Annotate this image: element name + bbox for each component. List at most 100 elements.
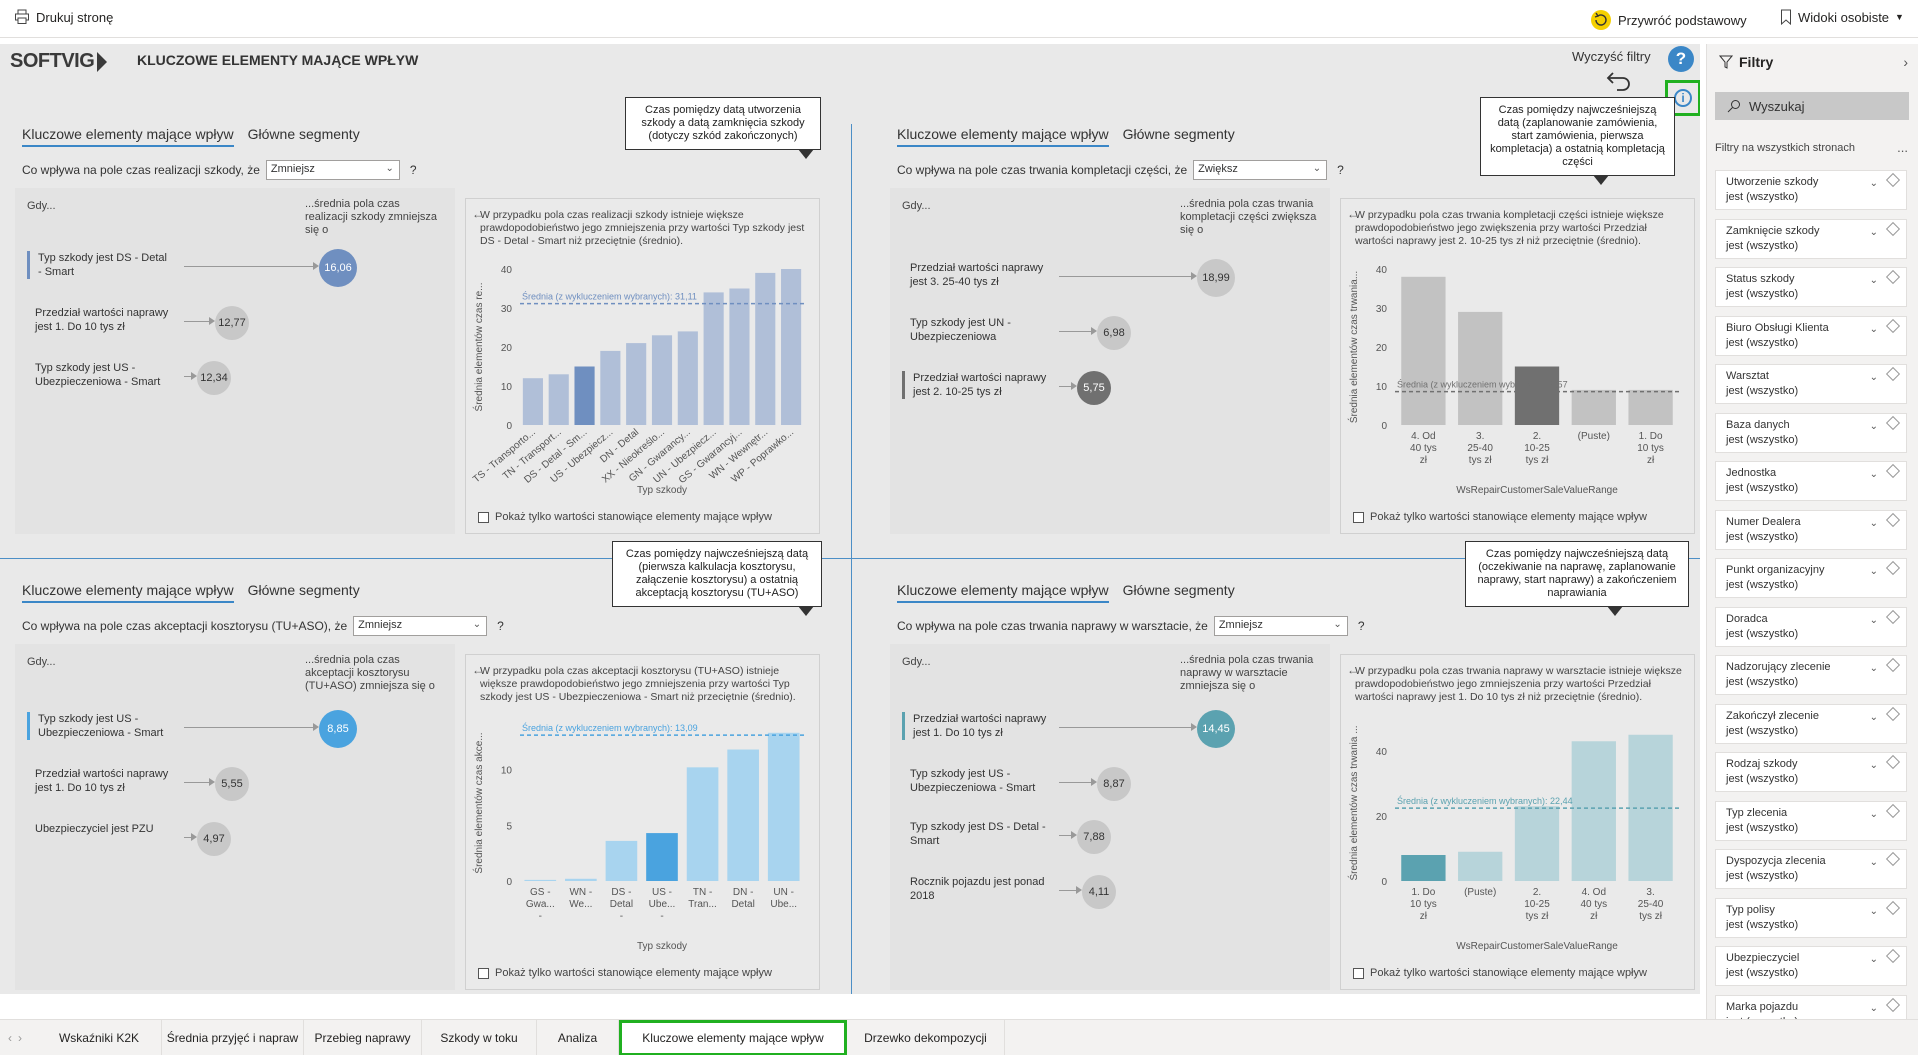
filter-card[interactable]: Punkt organizacyjny jest (wszystko) ⌄ bbox=[1715, 558, 1907, 598]
filter-card[interactable]: Doradca jest (wszystko) ⌄ bbox=[1715, 606, 1907, 647]
chevron-down-icon[interactable]: ⌄ bbox=[1869, 275, 1878, 286]
filter-card[interactable]: Status szkody jest (wszystko) ⌄ bbox=[1715, 267, 1907, 307]
filter-card[interactable]: Baza danych jest (wszystko) ⌄ bbox=[1715, 412, 1907, 453]
reset-default-button[interactable]: Przywróć podstawowy bbox=[1590, 9, 1747, 31]
back-arrow-icon[interactable]: ← bbox=[472, 663, 484, 677]
chevron-down-icon[interactable]: ⌄ bbox=[1869, 905, 1878, 917]
influencer-item[interactable]: Typ szkody jest DS - Detal - Smart 7,88 bbox=[902, 812, 1182, 862]
chevron-down-icon[interactable]: ⌄ bbox=[1869, 226, 1878, 238]
tab-navigation-icon[interactable]: ‹› bbox=[8, 1031, 28, 1045]
influencer-item[interactable]: Przedział wartości naprawy jest 1. Do 10… bbox=[27, 759, 307, 809]
influencer-value-bubble[interactable]: 7,88 bbox=[1077, 820, 1111, 854]
tab-top-segments[interactable]: Główne segmenty bbox=[1122, 582, 1235, 598]
influencer-value-bubble[interactable]: 4,97 bbox=[197, 822, 231, 856]
chevron-down-icon[interactable]: ⌄ bbox=[1869, 711, 1878, 723]
influencer-value-bubble[interactable]: 18,99 bbox=[1197, 259, 1235, 297]
chevron-down-icon[interactable]: ⌄ bbox=[1869, 372, 1878, 383]
page-tab[interactable]: Przebieg naprawy bbox=[304, 1020, 422, 1055]
checkbox[interactable] bbox=[1353, 511, 1364, 523]
influencer-value-bubble[interactable]: 14,45 bbox=[1197, 710, 1235, 748]
direction-select[interactable]: Zwiększ ⌄ bbox=[1193, 160, 1328, 180]
show-only-influencers-checkbox[interactable]: Pokaż tylko wartości stanowiące elementy… bbox=[478, 967, 772, 979]
tab-top-segments[interactable]: Główne segmenty bbox=[247, 582, 360, 598]
question-help-icon[interactable]: ? bbox=[1357, 619, 1365, 633]
personal-views-button[interactable]: Widoki osobiste ▼ bbox=[1780, 9, 1904, 25]
collapse-filters-icon[interactable]: › bbox=[1903, 54, 1908, 70]
influencer-item[interactable]: Przedział wartości naprawy jest 1. Do 10… bbox=[902, 704, 1235, 754]
back-arrow-icon[interactable]: ← bbox=[472, 207, 484, 221]
checkbox[interactable] bbox=[1353, 967, 1364, 979]
filter-card[interactable]: Ubezpieczyciel jest (wszystko) ⌄ bbox=[1715, 946, 1907, 986]
page-tab[interactable]: Kluczowe elementy mające wpływ bbox=[619, 1020, 847, 1055]
page-tab[interactable]: Analiza bbox=[537, 1020, 619, 1055]
filter-card[interactable]: Jednostka jest (wszystko) ⌄ bbox=[1715, 461, 1907, 501]
chevron-down-icon[interactable]: ⌄ bbox=[1869, 808, 1878, 820]
chevron-down-icon[interactable]: ⌄ bbox=[1869, 857, 1878, 868]
influencer-item[interactable]: Przedział wartości naprawy jest 2. 10-25… bbox=[902, 363, 1182, 413]
chevron-down-icon[interactable]: ⌄ bbox=[1869, 517, 1878, 529]
help-icon[interactable]: ? bbox=[1668, 46, 1694, 72]
influencer-value-bubble[interactable]: 4,11 bbox=[1082, 875, 1116, 909]
tab-key-influencers[interactable]: Kluczowe elementy mające wpływ bbox=[897, 126, 1109, 147]
influencer-item[interactable]: Typ szkody jest UN - Ubezpieczeniowa 6,9… bbox=[902, 308, 1182, 358]
filter-card[interactable]: Typ polisy jest (wszystko) ⌄ bbox=[1715, 897, 1907, 938]
page-tab[interactable]: Szkody w toku bbox=[422, 1020, 537, 1055]
filter-search-input[interactable]: Wyszukaj bbox=[1715, 92, 1909, 120]
filter-card[interactable]: Marka pojazdu jest (wszystko) ⌄ bbox=[1715, 994, 1907, 1019]
direction-select[interactable]: Zmniejsz ⌄ bbox=[353, 616, 488, 636]
tab-top-segments[interactable]: Główne segmenty bbox=[1122, 126, 1235, 142]
question-help-icon[interactable]: ? bbox=[1337, 163, 1344, 177]
tab-top-segments[interactable]: Główne segmenty bbox=[247, 126, 360, 142]
clear-filters-button[interactable]: Wyczyść filtry bbox=[1572, 49, 1651, 64]
tab-key-influencers[interactable]: Kluczowe elementy mające wpływ bbox=[22, 126, 234, 147]
influencer-value-bubble[interactable]: 12,34 bbox=[197, 361, 231, 395]
influencer-item[interactable]: Przedział wartości naprawy jest 3. 25-40… bbox=[902, 253, 1235, 303]
filter-card[interactable]: Warsztat jest (wszystko) ⌄ bbox=[1715, 364, 1907, 404]
influencer-item[interactable]: Typ szkody jest US - Ubezpieczeniowa - S… bbox=[27, 353, 307, 403]
influencer-value-bubble[interactable]: 5,75 bbox=[1077, 371, 1111, 405]
influencer-value-bubble[interactable]: 5,55 bbox=[215, 767, 249, 801]
checkbox[interactable] bbox=[478, 967, 489, 979]
filter-card[interactable]: Biuro Obsługi Klienta jest (wszystko) ⌄ bbox=[1715, 315, 1907, 356]
show-only-influencers-checkbox[interactable]: Pokaż tylko wartości stanowiące elementy… bbox=[478, 511, 772, 523]
print-button[interactable]: Drukuj stronę bbox=[14, 9, 113, 25]
chevron-down-icon[interactable]: ⌄ bbox=[1869, 323, 1878, 335]
chevron-down-icon[interactable]: ⌄ bbox=[1869, 469, 1878, 480]
filter-card[interactable]: Utworzenie szkody jest (wszystko) ⌄ bbox=[1715, 170, 1907, 210]
page-tab[interactable]: Drzewko dekompozycji bbox=[847, 1020, 1005, 1055]
influencer-value-bubble[interactable]: 8,85 bbox=[319, 710, 357, 748]
influencer-value-bubble[interactable]: 6,98 bbox=[1097, 316, 1131, 350]
show-only-influencers-checkbox[interactable]: Pokaż tylko wartości stanowiące elementy… bbox=[1353, 967, 1647, 979]
direction-select[interactable]: Zmniejsz ⌄ bbox=[1213, 616, 1348, 636]
influencer-value-bubble[interactable]: 12,77 bbox=[215, 306, 249, 340]
show-only-influencers-checkbox[interactable]: Pokaż tylko wartości stanowiące elementy… bbox=[1353, 511, 1647, 523]
chevron-down-icon[interactable]: ⌄ bbox=[1869, 614, 1878, 626]
checkbox[interactable] bbox=[478, 511, 489, 523]
filter-card[interactable]: Zakończył zlecenie jest (wszystko) ⌄ bbox=[1715, 703, 1907, 744]
influencer-value-bubble[interactable]: 8,87 bbox=[1097, 767, 1131, 801]
influencer-item[interactable]: Typ szkody jest US - Ubezpieczeniowa - S… bbox=[902, 759, 1182, 809]
filter-card[interactable]: Numer Dealera jest (wszystko) ⌄ bbox=[1715, 509, 1907, 550]
back-arrow-icon[interactable]: ← bbox=[1347, 207, 1359, 221]
page-tab[interactable]: Wskaźniki K2K bbox=[37, 1020, 162, 1055]
chevron-down-icon[interactable]: ⌄ bbox=[1869, 178, 1878, 189]
more-options-icon[interactable]: ... bbox=[1897, 140, 1908, 155]
influencer-item[interactable]: Typ szkody jest DS - Detal - Smart 16,06 bbox=[27, 243, 357, 293]
filter-card[interactable]: Rodzaj szkody jest (wszystko) ⌄ bbox=[1715, 752, 1907, 792]
chevron-down-icon[interactable]: ⌄ bbox=[1869, 1002, 1878, 1014]
back-arrow-icon[interactable] bbox=[1603, 70, 1633, 92]
tab-key-influencers[interactable]: Kluczowe elementy mające wpływ bbox=[22, 582, 234, 603]
back-arrow-icon[interactable]: ← bbox=[1347, 663, 1359, 677]
filter-card[interactable]: Zamknięcie szkody jest (wszystko) ⌄ bbox=[1715, 218, 1907, 259]
question-help-icon[interactable]: ? bbox=[409, 163, 417, 177]
filter-card[interactable]: Nadzorujący zlecenie jest (wszystko) ⌄ bbox=[1715, 655, 1907, 695]
influencer-item[interactable]: Typ szkody jest US - Ubezpieczeniowa - S… bbox=[27, 704, 357, 754]
question-help-icon[interactable]: ? bbox=[497, 619, 504, 633]
influencer-value-bubble[interactable]: 16,06 bbox=[319, 249, 357, 287]
direction-select[interactable]: Zmniejsz ⌄ bbox=[265, 160, 400, 180]
chevron-down-icon[interactable]: ⌄ bbox=[1869, 663, 1878, 674]
influencer-item[interactable]: Ubezpieczyciel jest PZU 4,97 bbox=[27, 814, 307, 864]
filter-card[interactable]: Dyspozycja zlecenia jest (wszystko) ⌄ bbox=[1715, 849, 1907, 889]
filter-card[interactable]: Typ zlecenia jest (wszystko) ⌄ bbox=[1715, 800, 1907, 841]
influencer-item[interactable]: Rocznik pojazdu jest ponad 2018 4,11 bbox=[902, 867, 1182, 917]
